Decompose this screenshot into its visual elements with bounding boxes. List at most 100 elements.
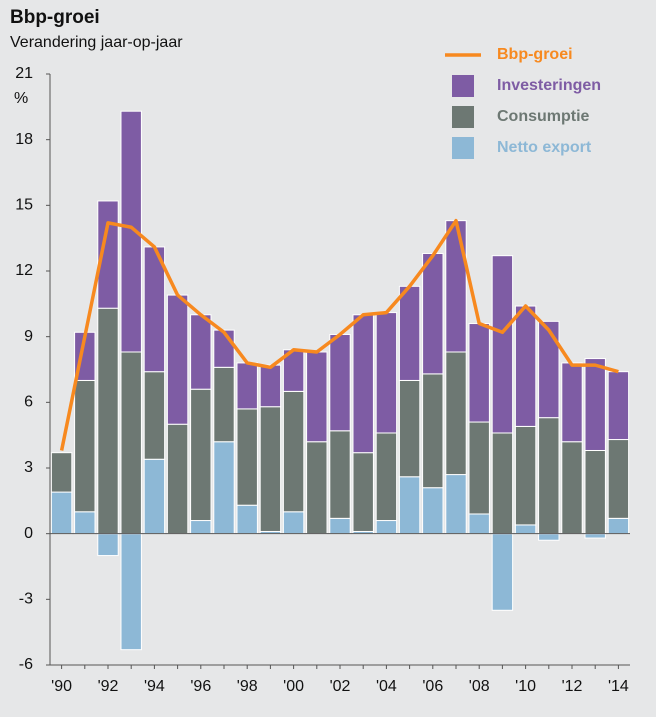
- bar: [398, 476, 421, 535]
- bar: [259, 406, 282, 532]
- bar: [584, 358, 606, 451]
- legend-label: Investeringen: [497, 77, 601, 94]
- y-tick-label: 9: [24, 328, 33, 345]
- bar: [422, 487, 444, 535]
- bar: [422, 252, 444, 375]
- bar: [97, 307, 119, 535]
- bar: [375, 432, 398, 522]
- bar: [236, 408, 258, 506]
- x-tick-label: '90: [51, 678, 72, 695]
- bar: [143, 458, 166, 535]
- bar: [514, 305, 537, 427]
- y-tick-label: 12: [15, 262, 33, 279]
- bar: [398, 379, 421, 478]
- bar: [584, 533, 606, 539]
- x-tick-label: '92: [98, 678, 119, 695]
- x-tick-label: '94: [144, 678, 165, 695]
- bar: [143, 371, 166, 460]
- chart-subtitle: Verandering jaar-op-jaar: [10, 34, 183, 51]
- bar: [50, 491, 73, 535]
- bar: [538, 417, 560, 535]
- bar: [306, 441, 328, 535]
- bar: [236, 362, 258, 410]
- bar: [491, 432, 514, 535]
- legend-label: Bbp-groei: [497, 46, 573, 63]
- bar: [491, 255, 514, 434]
- bar: [236, 504, 258, 535]
- x-tick-label: '00: [283, 678, 304, 695]
- bar: [445, 474, 467, 535]
- bar: [375, 520, 398, 535]
- legend-label: Netto export: [497, 139, 592, 156]
- bar: [74, 511, 96, 535]
- bar: [352, 452, 374, 532]
- bar: [190, 520, 212, 535]
- bar: [190, 388, 212, 522]
- y-tick-label: -3: [19, 591, 33, 608]
- bar: [120, 533, 142, 651]
- bar: [282, 390, 305, 513]
- y-tick-label: 21: [15, 65, 33, 82]
- bar: [329, 517, 351, 535]
- bar: [561, 441, 583, 535]
- bar: [491, 533, 514, 611]
- bar: [329, 430, 351, 519]
- bar: [514, 524, 537, 535]
- bar: [190, 314, 212, 390]
- bar: [213, 366, 235, 443]
- bar: [561, 362, 583, 443]
- bar: [120, 351, 142, 535]
- bar: [282, 511, 305, 535]
- bar: [584, 449, 606, 535]
- x-tick-label: '98: [237, 678, 258, 695]
- bar: [166, 423, 189, 535]
- x-tick-label: '12: [562, 678, 583, 695]
- legend-swatch: [452, 106, 474, 128]
- y-tick-label: 0: [24, 525, 33, 542]
- bar: [468, 513, 490, 535]
- bar: [329, 333, 351, 432]
- x-tick-label: '10: [515, 678, 536, 695]
- x-tick-label: '14: [608, 678, 629, 695]
- bar: [120, 110, 142, 353]
- x-tick-label: '02: [330, 678, 351, 695]
- bar: [97, 533, 119, 557]
- bar: [50, 452, 73, 493]
- x-tick-label: '96: [190, 678, 211, 695]
- x-tick-label: '06: [422, 678, 443, 695]
- bar: [213, 329, 235, 368]
- bar: [445, 220, 467, 353]
- y-tick-label: -6: [19, 656, 33, 673]
- y-tick-label: 15: [15, 197, 33, 214]
- legend-label: Consumptie: [497, 108, 590, 125]
- legend-swatch: [452, 75, 474, 97]
- bar: [97, 200, 119, 309]
- y-tick-label: 6: [24, 394, 33, 411]
- bar: [538, 320, 560, 419]
- x-tick-label: '04: [376, 678, 397, 695]
- y-tick-label: 3: [24, 459, 33, 476]
- bar: [514, 425, 537, 526]
- bar: [468, 421, 490, 515]
- bar: [352, 314, 374, 454]
- bar: [422, 373, 444, 489]
- bar: [74, 379, 96, 513]
- bar: [607, 439, 630, 519]
- bar: [306, 351, 328, 443]
- bar: [445, 351, 467, 476]
- line-series: [59, 218, 619, 451]
- bar: [375, 312, 398, 434]
- legend-swatch: [452, 137, 474, 159]
- bar: [607, 517, 630, 535]
- y-tick-label: 18: [15, 131, 33, 148]
- bar: [259, 364, 282, 408]
- bar: [398, 285, 421, 381]
- x-tick-label: '08: [469, 678, 490, 695]
- bar: [166, 294, 189, 425]
- bar: [468, 323, 490, 423]
- bar: [538, 533, 560, 541]
- chart-title: Bbp-groei: [10, 7, 100, 28]
- y-axis-label: %: [14, 90, 28, 107]
